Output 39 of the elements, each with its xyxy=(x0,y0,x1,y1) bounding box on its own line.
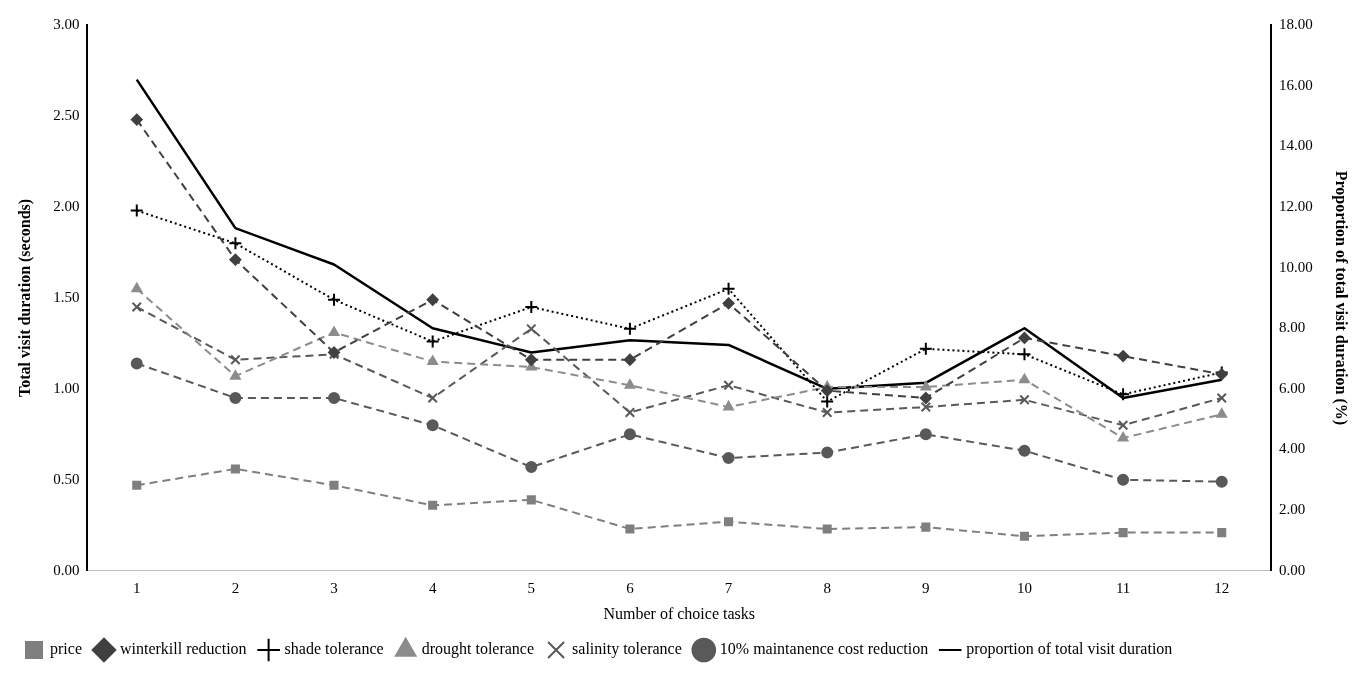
x-tick-label: 4 xyxy=(428,579,437,596)
legend-label: proportion of total visit duration xyxy=(966,640,1173,659)
y2-tick-label: 2.00 xyxy=(1279,501,1306,518)
y2-tick-label: 8.00 xyxy=(1279,319,1306,336)
x-axis-title: Number of choice tasks xyxy=(603,604,756,622)
x-tick-label: 9 xyxy=(922,579,930,596)
x-tick-label: 1 xyxy=(133,579,141,596)
y2-tick-label: 10.00 xyxy=(1279,258,1313,275)
y-tick-label: 2.00 xyxy=(53,197,80,214)
legend-label: drought tolerance xyxy=(421,640,535,659)
y2-tick-label: 6.00 xyxy=(1279,379,1306,396)
legend-label: shade tolerance xyxy=(284,640,384,658)
y2-tick-label: 4.00 xyxy=(1279,440,1306,457)
y-tick-label: 0.00 xyxy=(53,561,80,578)
x-tick-label: 8 xyxy=(823,579,831,596)
y-axis-title: Total visit duration (seconds) xyxy=(15,198,34,397)
x-tick-label: 3 xyxy=(330,579,338,596)
x-tick-label: 11 xyxy=(1115,579,1131,596)
x-tick-label: 7 xyxy=(724,579,733,596)
y-tick-label: 1.00 xyxy=(53,379,80,396)
legend-label: 10% maintanence cost reduction xyxy=(719,640,929,658)
x-tick-label: 5 xyxy=(527,579,536,596)
legend-label: salinity tolerance xyxy=(572,640,682,659)
y2-axis-title: Proportion of total visit duration (%) xyxy=(1332,170,1351,426)
legend-label: winterkill reduction xyxy=(119,640,247,658)
y2-tick-label: 0.00 xyxy=(1279,561,1306,578)
y-tick-label: 3.00 xyxy=(53,15,80,32)
y-tick-label: 1.50 xyxy=(53,288,80,305)
y-tick-label: 2.50 xyxy=(53,106,80,123)
x-tick-label: 10 xyxy=(1016,579,1032,596)
y-tick-label: 0.50 xyxy=(53,470,80,487)
y2-tick-label: 14.00 xyxy=(1279,137,1313,154)
x-tick-label: 12 xyxy=(1214,579,1230,596)
x-tick-label: 6 xyxy=(626,579,635,596)
y2-tick-label: 12.00 xyxy=(1279,197,1313,214)
y2-tick-label: 16.00 xyxy=(1279,76,1313,93)
y2-tick-label: 18.00 xyxy=(1279,15,1313,32)
legend-label: price xyxy=(50,640,82,659)
x-tick-label: 2 xyxy=(231,579,240,596)
